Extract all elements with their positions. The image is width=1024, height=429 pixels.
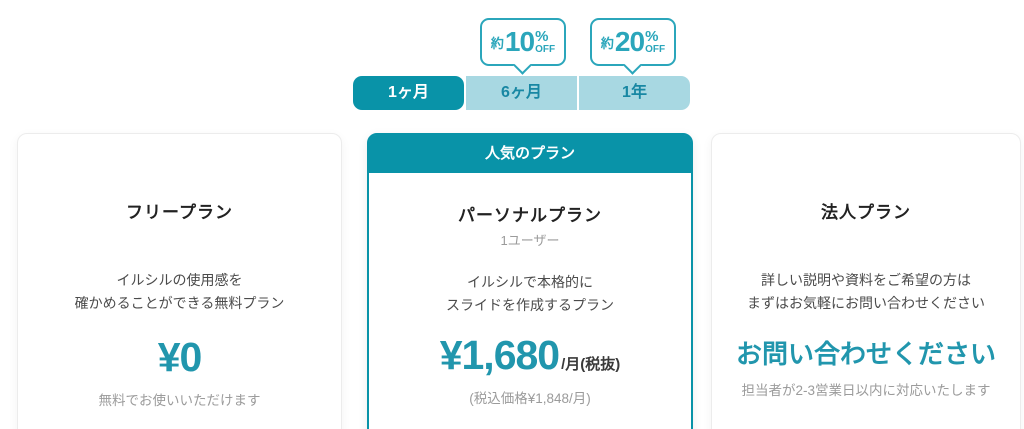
badge-percent: % [645, 28, 659, 45]
popular-plan-ribbon: 人気のプラン [369, 135, 691, 173]
price-row: ¥0 [18, 335, 341, 380]
tab-1-month[interactable]: 1ヶ月 [353, 76, 464, 110]
plan-card-free: フリープラン イルシルの使用感を 確かめることができる無料プラン ¥0 無料でお… [17, 133, 342, 429]
plan-description-line1: イルシルの使用感を [116, 272, 243, 288]
plan-price: ¥0 [157, 334, 203, 381]
plan-note: 担当者が2-3営業日以内に対応いたします [741, 383, 991, 399]
plan-description-line1: イルシルで本格的に [467, 274, 593, 290]
badge-prefix: 約 [490, 35, 504, 51]
plan-card-personal: 人気のプラン パーソナルプラン 1ユーザー イルシルで本格的に スライドを作成す… [367, 133, 693, 429]
badge-percent-off-stack: % OFF [535, 29, 555, 55]
price-row: ¥1,680 /月(税抜) [369, 333, 691, 378]
billing-period-tabs: 1ヶ月 6ヶ月 1年 [353, 76, 690, 110]
plan-name: フリープラン [126, 203, 233, 222]
tab-6-months[interactable]: 6ヶ月 [466, 76, 577, 110]
plan-note: 無料でお使いいただけます [98, 393, 261, 409]
badge-pointer-tail [623, 56, 642, 75]
tab-1-year[interactable]: 1年 [579, 76, 690, 110]
plan-card-corporate: 法人プラン 詳しい説明や資料をご希望の方は まずはお気軽にお問い合わせください … [711, 133, 1021, 429]
plan-note: (税込価格¥1,848/月) [469, 391, 591, 407]
plan-description: 詳しい説明や資料をご希望の方は まずはお気軽にお問い合わせください [712, 269, 1020, 315]
contact-us-cta[interactable]: お問い合わせください [735, 339, 996, 370]
discount-badge-20percent: 約 20 % OFF [590, 18, 676, 75]
badge-off-label: OFF [535, 44, 556, 55]
plan-price-suffix: /月(税抜) [561, 356, 621, 374]
discount-badge-10percent: 約 10 % OFF [480, 18, 566, 75]
plan-description: イルシルで本格的に スライドを作成するプラン [369, 271, 691, 317]
plan-subtitle: 1ユーザー [500, 233, 560, 248]
badge-number: 10 [504, 26, 535, 57]
plan-description-line2: まずはお気軽にお問い合わせください [747, 295, 985, 312]
plan-description-line2: 確かめることができる無料プラン [74, 295, 285, 312]
plan-description-line2: スライドを作成するプラン [446, 297, 614, 314]
badge-number: 20 [614, 26, 645, 57]
badge-percent-off-stack: % OFF [645, 29, 665, 55]
plan-description: イルシルの使用感を 確かめることができる無料プラン [18, 269, 341, 315]
badge-percent: % [535, 28, 549, 45]
badge-pointer-tail [513, 56, 532, 75]
badge-prefix: 約 [600, 35, 614, 51]
plan-description-line1: 詳しい説明や資料をご希望の方は [761, 272, 971, 288]
plan-name: 法人プラン [821, 203, 911, 222]
plan-price: ¥1,680 [439, 332, 560, 379]
badge-off-label: OFF [645, 44, 666, 55]
plan-name: パーソナルプラン [458, 206, 602, 225]
